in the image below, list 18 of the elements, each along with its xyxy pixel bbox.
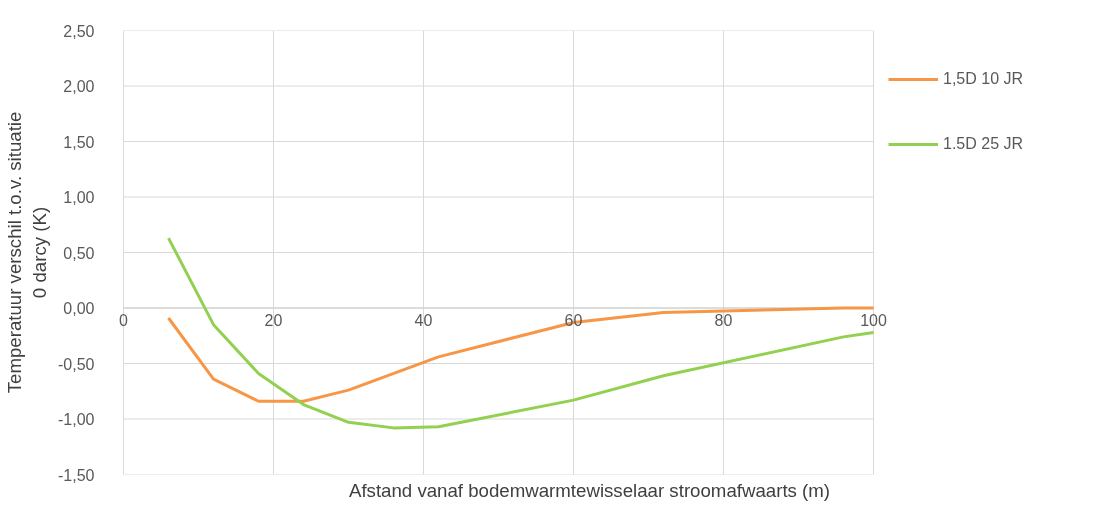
y-tick-label: 1,50 bbox=[63, 133, 95, 151]
x-tick-label: 20 bbox=[264, 312, 283, 329]
x-tick-label: 0 bbox=[119, 312, 129, 329]
y-tick-label: -1,50 bbox=[58, 466, 95, 484]
x-axis-title: Afstand vanaf bodemwarmtewisselaar stroomafwaarts (m) bbox=[348, 479, 831, 501]
y-tick-label: -0,50 bbox=[58, 355, 95, 373]
y-tick-label: 0,00 bbox=[63, 300, 95, 317]
legend-label: 1,5D 10 JR bbox=[943, 70, 1024, 88]
x-tick-label: 80 bbox=[714, 312, 733, 329]
x-tick-label: 40 bbox=[414, 312, 433, 329]
y-axis-title: Temperatuur verschil t.o.v. situatie 0 darcy (K) bbox=[3, 111, 51, 394]
legend-label: 1.5D 25 JR bbox=[943, 135, 1024, 153]
y-tick-label: 0,50 bbox=[63, 244, 95, 262]
y-tick-label: 2,00 bbox=[63, 78, 95, 95]
y-tick-label: 1,00 bbox=[63, 189, 95, 206]
y-tick-label: -1,00 bbox=[58, 411, 95, 428]
x-tick-label: 100 bbox=[860, 312, 887, 329]
y-tick-label: 2,50 bbox=[63, 22, 95, 40]
